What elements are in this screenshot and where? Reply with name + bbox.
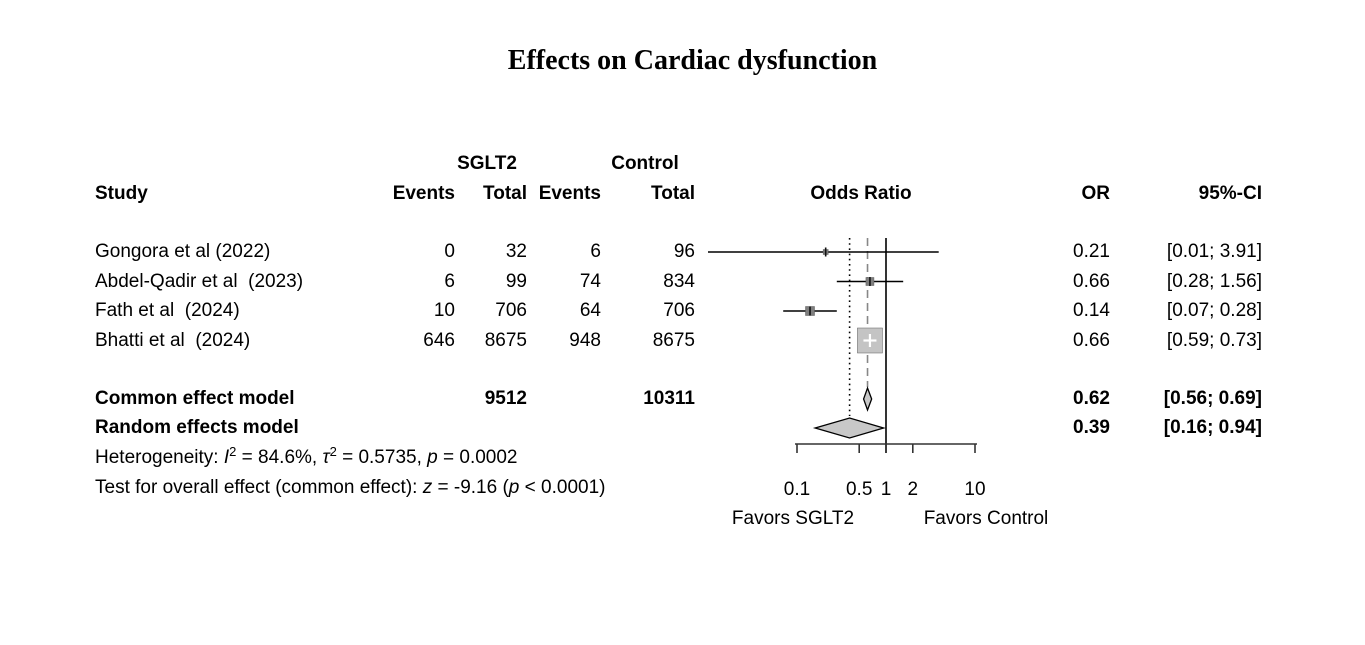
col-group-sglt2: SGLT2 <box>457 153 517 174</box>
control-events: 948 <box>569 330 601 351</box>
ci-value: [0.16; 0.94] <box>1163 417 1262 438</box>
ci-value: [0.01; 3.91] <box>1166 241 1262 262</box>
col-header-sglt2-total: Total <box>483 183 527 204</box>
col-header-ci: 95%-CI <box>1198 183 1262 204</box>
sglt2-total: 99 <box>505 271 527 292</box>
ci-value: [0.56; 0.69] <box>1163 388 1262 409</box>
or-value: 0.21 <box>1073 241 1110 262</box>
control-total-pooled: 10311 <box>643 388 695 409</box>
col-header-or: OR <box>1081 183 1111 204</box>
study-name: Bhatti et al (2024) <box>95 330 251 351</box>
model-name: Common effect model <box>95 388 295 409</box>
sglt2-total: 8675 <box>484 330 527 351</box>
ci-value: [0.59; 0.73] <box>1166 330 1262 351</box>
sglt2-events: 0 <box>444 241 455 262</box>
x-tick-label: 0.1 <box>784 479 810 500</box>
het-tau-symbol: τ <box>322 447 330 468</box>
het-i-sup: 2 <box>229 444 237 459</box>
col-header-odds-ratio: Odds Ratio <box>810 183 912 204</box>
x-tick-label: 10 <box>964 479 985 500</box>
test-text: Test for overall effect (common effect): <box>95 477 423 498</box>
ci-value: [0.28; 1.56] <box>1166 271 1262 292</box>
het-tau-sup: 2 <box>329 444 337 459</box>
or-value: 0.14 <box>1073 300 1110 321</box>
col-header-sglt2-events: Events <box>392 183 455 204</box>
test-z-symbol: z <box>422 477 433 498</box>
diamond-small <box>862 386 873 412</box>
favors-right-label: Favors Control <box>924 508 1049 529</box>
sglt2-total: 706 <box>495 300 527 321</box>
het-i-symbol: I <box>223 447 230 468</box>
x-tick-label: 0.5 <box>846 479 872 500</box>
control-total: 96 <box>673 241 695 262</box>
sglt2-total-pooled: 9512 <box>484 388 527 409</box>
study-name: Abdel-Qadir et al (2023) <box>95 271 304 292</box>
sglt2-events: 6 <box>444 271 455 292</box>
het-text: = 0.5735, <box>336 447 428 468</box>
col-header-study: Study <box>95 183 148 204</box>
control-events: 64 <box>579 300 601 321</box>
control-events: 74 <box>579 271 601 292</box>
col-header-control-events: Events <box>538 183 601 204</box>
het-text: = 84.6%, <box>236 447 323 468</box>
control-total: 706 <box>663 300 695 321</box>
or-value: 0.66 <box>1073 330 1110 351</box>
sglt2-events: 10 <box>433 300 455 321</box>
col-header-control-total: Total <box>651 183 695 204</box>
or-value: 0.39 <box>1073 417 1110 438</box>
favors-left-label: Favors SGLT2 <box>732 508 854 529</box>
x-tick-label: 2 <box>908 479 919 500</box>
test-text: = -9.16 ( <box>432 477 509 498</box>
chart-title: Effects on Cardiac dysfunction <box>507 45 878 76</box>
study-name: Gongora et al (2022) <box>95 241 271 262</box>
het-text: = 0.0002 <box>437 447 518 468</box>
sglt2-events: 646 <box>423 330 455 351</box>
study-name: Fath et al (2024) <box>95 300 240 321</box>
test-text: < 0.0001) <box>519 477 606 498</box>
het-p-symbol: p <box>427 447 438 468</box>
col-group-control: Control <box>611 153 679 174</box>
diamond-large <box>812 417 886 439</box>
ci-value: [0.07; 0.28] <box>1166 300 1262 321</box>
test-p-symbol: p <box>508 477 520 498</box>
control-total: 834 <box>663 271 695 292</box>
model-name: Random effects model <box>95 417 299 438</box>
or-value: 0.62 <box>1073 388 1110 409</box>
or-value: 0.66 <box>1073 271 1110 292</box>
x-tick-label: 1 <box>881 479 892 500</box>
overall-test-note: Test for overall effect (common effect):… <box>95 475 605 500</box>
heterogeneity-note: Heterogeneity: I2 = 84.6%, τ2 = 0.5735, … <box>95 444 518 471</box>
control-total: 8675 <box>652 330 695 351</box>
control-events: 6 <box>590 241 601 262</box>
het-text: Heterogeneity: <box>95 447 224 468</box>
sglt2-total: 32 <box>505 241 527 262</box>
